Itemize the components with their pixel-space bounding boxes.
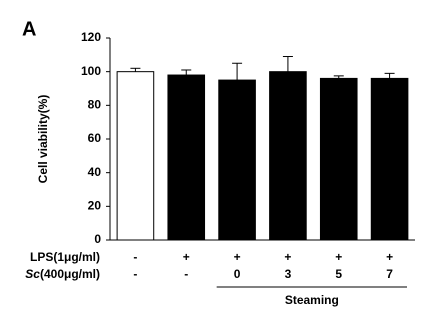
error-bar xyxy=(384,72,395,79)
bar xyxy=(167,74,206,241)
row-cell: 3 xyxy=(285,267,292,281)
row-label: LPS(1μg/ml) xyxy=(30,250,100,264)
y-tick-label: 80 xyxy=(88,98,102,112)
bar xyxy=(370,77,409,241)
row-label-text: LPS(1μg/ml) xyxy=(30,250,100,264)
y-tick-label: 0 xyxy=(94,232,101,246)
bar xyxy=(218,79,256,241)
row-cell: + xyxy=(234,250,241,264)
row-cell: 5 xyxy=(335,267,342,281)
row-cell: + xyxy=(335,250,342,264)
row-cell: + xyxy=(183,250,190,264)
error-bar xyxy=(333,75,344,79)
error-bar xyxy=(130,67,141,72)
row-label: Sc(400μg/ml) xyxy=(25,267,100,281)
row-cell: + xyxy=(284,250,291,264)
row-cell: - xyxy=(184,267,188,281)
bar xyxy=(269,71,307,241)
row-cell: + xyxy=(386,250,393,264)
row-label-text: (400μg/ml) xyxy=(40,267,100,281)
y-tick-label: 40 xyxy=(88,165,102,179)
y-axis-label: Cell viability(%) xyxy=(36,95,50,184)
error-bar xyxy=(181,69,192,76)
row-cell: 7 xyxy=(386,267,393,281)
panel-label: A xyxy=(22,18,36,40)
y-tick-label: 100 xyxy=(81,64,101,78)
bar xyxy=(319,77,358,241)
row-cell: 0 xyxy=(234,267,241,281)
row-cell: - xyxy=(133,250,137,264)
error-bar xyxy=(282,56,293,72)
y-tick-label: 120 xyxy=(81,30,101,44)
bar xyxy=(116,71,155,241)
y-tick-label: 20 xyxy=(88,199,102,213)
row-label-italic: Sc xyxy=(25,267,40,281)
group-label: Steaming xyxy=(285,293,339,307)
y-tick-label: 60 xyxy=(88,131,102,145)
row-cell: - xyxy=(133,267,137,281)
error-bar xyxy=(232,62,243,81)
